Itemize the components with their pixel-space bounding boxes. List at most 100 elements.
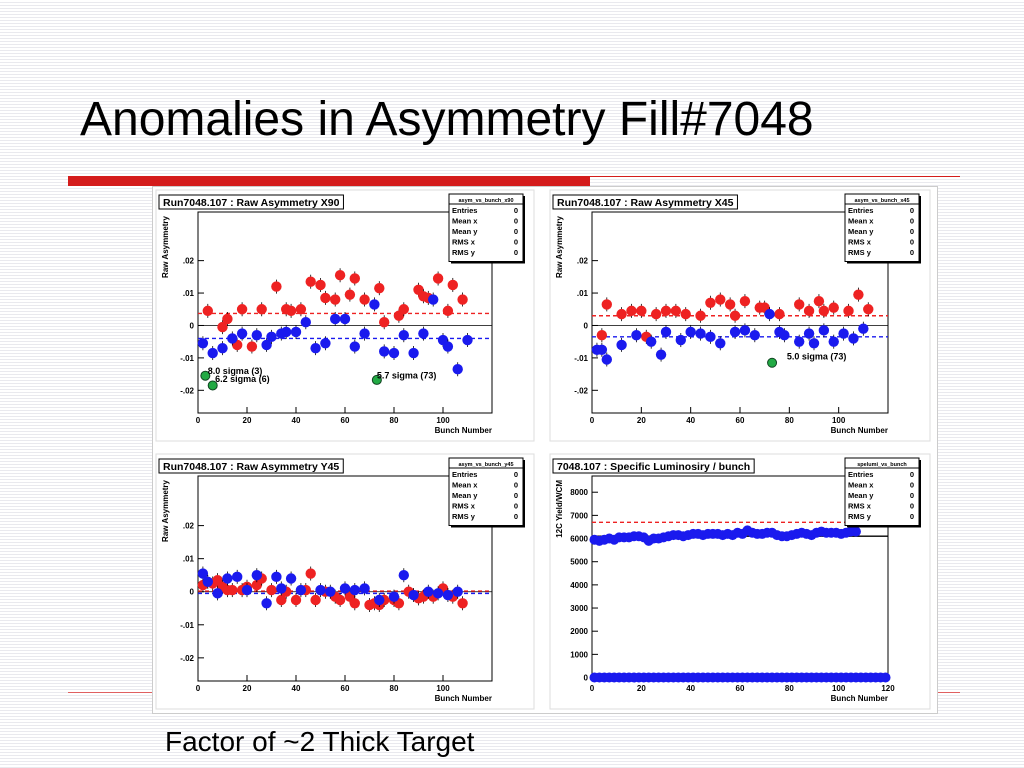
blue-data-point [236, 328, 248, 339]
y-tick-label: 5000 [570, 558, 588, 567]
stats-row-value: 0 [910, 206, 914, 215]
x-tick-label: 40 [292, 416, 301, 425]
blue-data-point [212, 588, 223, 599]
red-data-point [222, 313, 233, 325]
blue-data-point [251, 569, 262, 581]
blue-data-point [432, 588, 444, 599]
red-data-point [715, 294, 726, 305]
stats-row-label: RMS y [452, 248, 476, 257]
stats-row-label: RMS y [848, 248, 872, 257]
y-tick-label: 0 [190, 321, 195, 330]
x-tick-label: 0 [196, 684, 201, 693]
slide-caption: Factor of ~2 Thick Target [165, 726, 475, 757]
x-tick-label: 100 [436, 416, 450, 425]
stats-row-value: 0 [910, 248, 914, 257]
stats-box-name: spelumi_vs_bunch [857, 462, 907, 468]
stats-row-value: 0 [910, 238, 914, 247]
x-tick-label: 60 [736, 416, 745, 425]
red-data-point [596, 329, 608, 341]
stats-row-label: Mean x [848, 481, 874, 490]
y-axis-label: 12C Yield/WCM [555, 480, 564, 538]
blue-data-point [281, 326, 292, 338]
blue-data-point [388, 591, 400, 602]
x-tick-label: 80 [785, 684, 794, 693]
plot-panel: Run7048.107 : Raw Asymmetry X45 -.02 -.01 0… [549, 189, 931, 442]
stats-row-value: 0 [514, 481, 518, 490]
x-tick-label: 60 [341, 416, 350, 425]
blue-data-point [227, 333, 238, 344]
blue-data-point [300, 317, 311, 328]
blue-data-point [818, 325, 830, 336]
x-tick-label: 80 [390, 416, 399, 425]
blue-data-point [197, 338, 209, 349]
blue-data-point [217, 342, 228, 354]
blue-data-point [359, 583, 370, 594]
red-data-point [601, 299, 612, 310]
red-data-point [818, 305, 830, 317]
stats-row-label: Entries [452, 206, 477, 215]
red-data-point [295, 304, 307, 315]
blue-data-point [452, 364, 463, 375]
stats-row-label: RMS x [848, 238, 872, 247]
red-data-point [334, 270, 346, 281]
charts-canvas: Run7048.107 : Raw Asymmetry X90 -.02 -.01 0… [155, 189, 931, 710]
blue-data-point [290, 326, 302, 338]
blue-data-point [232, 571, 243, 583]
blue-data-point [715, 338, 726, 349]
red-data-point [334, 594, 346, 606]
red-data-point [246, 341, 258, 352]
stats-row-value: 0 [910, 470, 914, 479]
blue-data-point [261, 598, 272, 609]
stats-row-value: 0 [910, 491, 914, 500]
stats-row-value: 0 [910, 502, 914, 511]
red-data-point [217, 321, 228, 333]
blue-data-point [828, 336, 839, 347]
red-data-point [616, 308, 627, 320]
blue-data-point [794, 336, 805, 347]
stats-row-value: 0 [514, 502, 518, 511]
blue-data-point [315, 584, 326, 596]
red-data-point [680, 308, 691, 320]
red-data-point [379, 317, 390, 328]
stats-row-label: RMS y [452, 512, 476, 521]
red-data-point [660, 305, 672, 317]
stats-row-value: 0 [514, 248, 518, 257]
y-tick-label: .02 [577, 257, 589, 266]
y-tick-label: 4000 [570, 581, 588, 590]
blue-data-point [764, 308, 775, 320]
blue-data-point [442, 589, 454, 601]
red-data-point [290, 594, 302, 606]
x-tick-label: 100 [832, 416, 846, 425]
stats-row-label: Mean x [452, 481, 478, 490]
red-data-point [276, 594, 287, 606]
red-data-point [774, 308, 785, 320]
stats-row-value: 0 [910, 512, 914, 521]
x-tick-label: 40 [686, 416, 695, 425]
blue-data-point [408, 347, 419, 359]
red-data-point [705, 297, 716, 308]
y-tick-label: -.01 [180, 621, 194, 630]
red-data-point [310, 594, 321, 606]
y-tick-label: -.02 [180, 386, 194, 395]
y-tick-label: .01 [577, 289, 589, 298]
blue-data-point [779, 329, 790, 341]
title-accent-bar [68, 176, 590, 186]
sigma-annotation: 5.7 sigma (73) [377, 370, 437, 380]
blue-data-point [749, 329, 760, 341]
red-data-point [626, 305, 637, 317]
blue-data-point [858, 323, 869, 334]
blue-data-point [271, 571, 282, 583]
x-tick-label: 100 [436, 684, 450, 693]
red-data-point [457, 598, 468, 609]
blue-data-point [330, 313, 341, 325]
x-tick-label: 20 [243, 684, 252, 693]
red-data-point [447, 279, 458, 291]
blue-data-point [596, 344, 608, 355]
stats-row-label: Mean x [452, 217, 478, 226]
plot-panel: Run7048.107 : Raw Asymmetry X90 -.02 -.01 0… [155, 189, 535, 442]
y-tick-label: .02 [183, 257, 195, 266]
blue-data-point [646, 336, 657, 347]
y-tick-label: 7000 [570, 511, 588, 520]
red-data-point [670, 305, 682, 317]
red-data-point [853, 289, 864, 300]
